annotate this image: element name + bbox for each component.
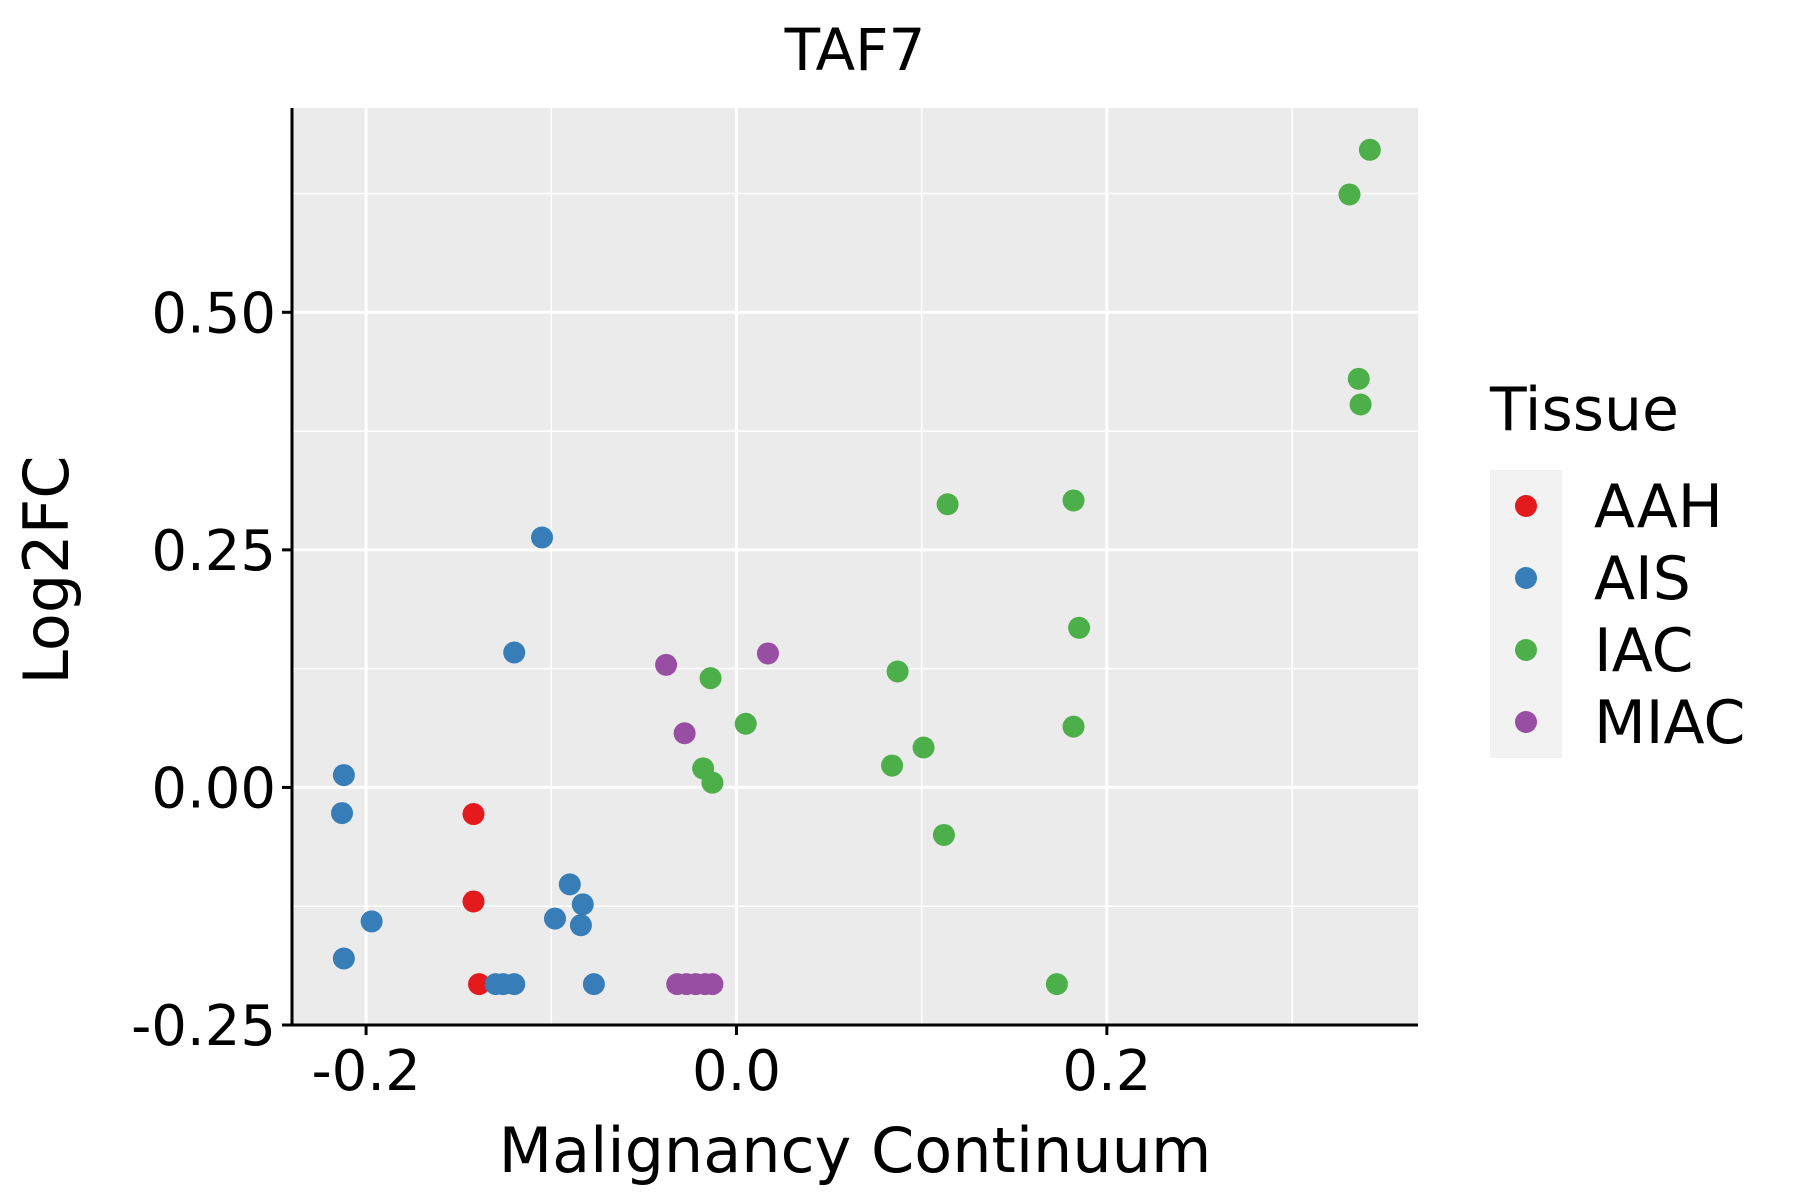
x-tick-label: -0.2 [311,1039,420,1104]
point-ais [360,910,383,933]
point-iac [881,754,904,777]
point-aah [462,890,485,913]
point-ais [332,764,355,787]
point-miac [655,653,678,676]
chart-title: TAF7 [784,16,926,84]
point-ais [571,893,594,916]
y-tick-label: 0.25 [151,519,276,584]
point-iac [936,493,959,516]
point-iac [699,667,722,690]
point-iac [1068,616,1091,639]
point-ais [582,973,605,996]
legend-label-iac: IAC [1594,616,1694,686]
point-iac [734,712,757,735]
axes: -0.2 0.0 0.2 -0.25 0.00 0.25 0.50 [131,108,1418,1104]
point-iac [886,660,909,683]
point-ais [543,907,566,930]
point-iac [1338,183,1361,206]
point-iac [1347,367,1370,390]
point-ais [331,802,354,825]
x-tick-label: 0.2 [1062,1039,1151,1104]
y-tick-label: 0.50 [151,281,276,346]
y-axis-title: Log2FC [10,455,83,684]
x-axis-title: Malignancy Continuum [499,1114,1212,1187]
point-iac [1358,138,1381,161]
point-iac [912,736,935,759]
legend-key-ais [1515,567,1537,589]
point-ais [332,947,355,970]
point-ais [558,873,581,896]
point-iac [701,771,724,794]
point-iac [1062,715,1085,738]
point-ais [569,914,592,937]
point-aah [462,803,485,826]
legend-label-ais: AIS [1594,544,1691,614]
legend-key-iac [1515,639,1537,661]
point-ais [503,641,526,664]
legend-key-background [1490,470,1562,758]
legend-title: Tissue [1489,375,1679,445]
y-tick-label: 0.00 [151,756,276,821]
y-tick-label: -0.25 [131,994,276,1059]
point-iac [1349,393,1372,416]
point-miac [701,973,724,996]
point-iac [1045,973,1068,996]
legend-label-aah: AAH [1594,472,1723,542]
legend-label-miac: MIAC [1594,688,1745,758]
point-ais [531,526,554,549]
x-tick-label: 0.0 [692,1039,781,1104]
plot-background [292,108,1418,1025]
point-iac [932,823,955,846]
legend-key-miac [1515,711,1537,733]
plot-panel [292,108,1418,1025]
point-iac [1062,489,1085,512]
data-points [331,138,1381,996]
point-miac [673,722,696,745]
legend-key-aah [1515,495,1537,517]
point-miac [756,642,779,665]
point-aah [468,973,491,996]
point-ais [503,973,526,996]
